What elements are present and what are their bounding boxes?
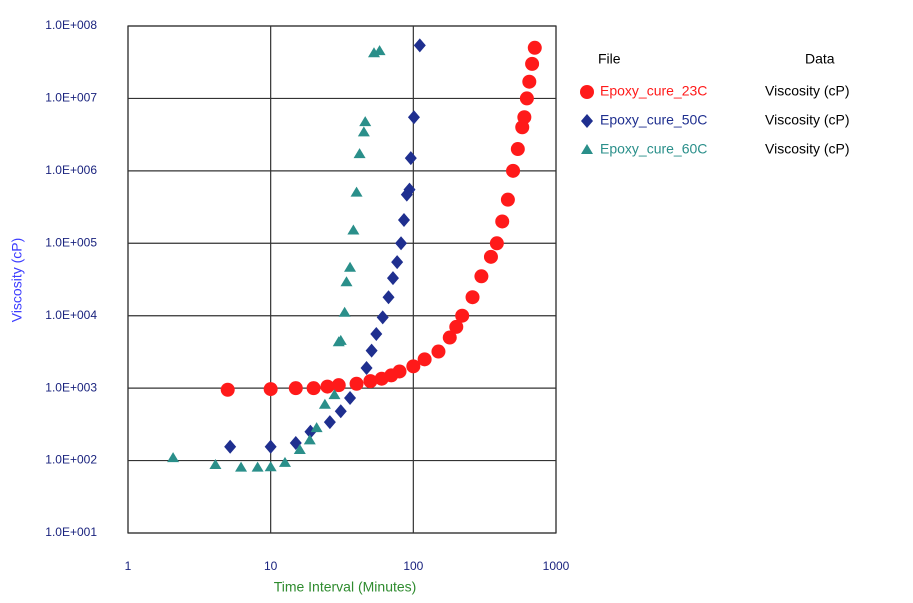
point <box>293 443 306 454</box>
point <box>404 151 417 166</box>
point <box>318 398 331 409</box>
point <box>527 40 542 55</box>
point <box>495 214 510 229</box>
y-axis-title: Viscosity (cP) <box>9 238 25 323</box>
point <box>386 271 399 286</box>
point <box>392 364 407 379</box>
legend-marker <box>580 85 594 99</box>
point <box>251 461 264 472</box>
point <box>413 38 426 53</box>
point <box>363 374 378 389</box>
legend-name: Epoxy_cure_60C <box>600 141 707 157</box>
point <box>474 269 489 284</box>
point <box>357 126 370 137</box>
point <box>365 343 378 358</box>
legend-data: Viscosity (cP) <box>765 83 850 99</box>
legend-marker <box>581 144 593 154</box>
point <box>489 236 504 251</box>
x-tick-label: 10 <box>264 559 278 573</box>
point <box>347 224 360 235</box>
point <box>442 330 457 345</box>
y-tick-label: 1.0E+005 <box>45 235 97 249</box>
y-tick-label: 1.0E+006 <box>45 163 97 177</box>
point <box>500 192 515 207</box>
legend-header: Data <box>805 51 835 67</box>
point <box>338 306 351 317</box>
point <box>340 276 353 287</box>
point <box>278 456 291 467</box>
point <box>519 91 534 106</box>
point <box>376 310 389 325</box>
point <box>220 382 235 397</box>
legend-marker <box>581 114 593 128</box>
point <box>465 290 480 305</box>
point <box>370 326 383 341</box>
legend-name: Epoxy_cure_23C <box>600 83 707 99</box>
point <box>506 163 521 178</box>
point <box>350 186 363 197</box>
y-tick-label: 1.0E+002 <box>45 453 97 467</box>
legend-data: Viscosity (cP) <box>765 141 850 157</box>
point <box>525 56 540 71</box>
point <box>344 391 357 406</box>
point <box>264 461 277 472</box>
point <box>510 142 525 157</box>
point <box>360 360 373 375</box>
point <box>320 379 335 394</box>
point <box>483 249 498 264</box>
point <box>303 434 316 445</box>
point <box>359 116 372 127</box>
point <box>334 334 347 345</box>
y-tick-label: 1.0E+008 <box>45 18 97 32</box>
point <box>391 255 404 270</box>
point <box>517 110 532 125</box>
point <box>397 212 410 227</box>
point <box>395 236 408 251</box>
point <box>349 376 364 391</box>
y-tick-label: 1.0E+001 <box>45 525 97 539</box>
x-tick-label: 100 <box>403 559 423 573</box>
point <box>431 344 446 359</box>
point <box>331 378 346 393</box>
point <box>263 382 278 397</box>
legend-name: Epoxy_cure_50C <box>600 112 707 128</box>
y-tick-label: 1.0E+007 <box>45 91 97 105</box>
point <box>235 461 248 472</box>
point <box>264 439 277 454</box>
point <box>353 148 366 159</box>
point <box>406 359 421 374</box>
point <box>403 182 416 197</box>
legend-header: File <box>598 51 621 67</box>
point <box>306 381 321 396</box>
point <box>522 74 537 89</box>
point <box>334 404 347 419</box>
point <box>328 389 341 400</box>
point <box>288 381 303 396</box>
point <box>449 319 464 334</box>
point <box>455 308 470 323</box>
point <box>224 439 237 454</box>
point <box>323 415 336 430</box>
y-tick-label: 1.0E+003 <box>45 380 97 394</box>
x-tick-label: 1000 <box>543 559 570 573</box>
point <box>209 458 222 469</box>
legend-data: Viscosity (cP) <box>765 112 850 128</box>
plot-border <box>127 25 557 534</box>
point <box>373 45 386 56</box>
y-tick-label: 1.0E+004 <box>45 308 97 322</box>
point <box>407 110 420 125</box>
point <box>382 290 395 305</box>
x-axis-title: Time Interval (Minutes) <box>274 579 417 595</box>
point <box>417 352 432 367</box>
x-tick-label: 1 <box>125 559 132 573</box>
point <box>167 452 180 463</box>
point <box>344 261 357 272</box>
point <box>310 422 323 433</box>
